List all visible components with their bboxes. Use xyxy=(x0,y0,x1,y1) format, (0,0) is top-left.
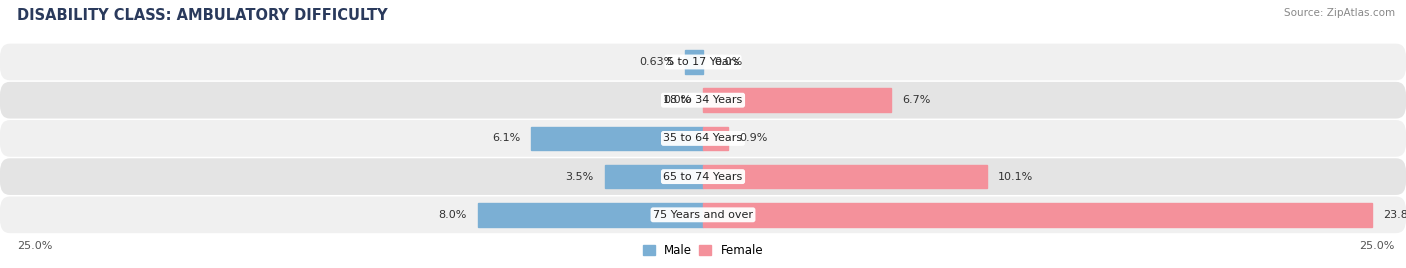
Text: 0.0%: 0.0% xyxy=(664,95,692,105)
Text: 75 Years and over: 75 Years and over xyxy=(652,210,754,220)
FancyBboxPatch shape xyxy=(0,120,1406,157)
Text: 6.7%: 6.7% xyxy=(903,95,931,105)
Text: 5 to 17 Years: 5 to 17 Years xyxy=(666,57,740,67)
Bar xyxy=(685,50,703,74)
Bar xyxy=(703,126,728,150)
Text: 8.0%: 8.0% xyxy=(439,210,467,220)
FancyBboxPatch shape xyxy=(0,82,1406,118)
Text: Source: ZipAtlas.com: Source: ZipAtlas.com xyxy=(1284,8,1395,18)
FancyBboxPatch shape xyxy=(0,196,1406,233)
Legend: Male, Female: Male, Female xyxy=(638,240,768,262)
Text: 3.5%: 3.5% xyxy=(565,172,593,182)
Text: 25.0%: 25.0% xyxy=(1360,241,1395,251)
Text: 25.0%: 25.0% xyxy=(17,241,52,251)
Bar xyxy=(703,88,891,112)
Text: 0.0%: 0.0% xyxy=(714,57,742,67)
Bar xyxy=(531,126,703,150)
Bar xyxy=(703,203,1372,227)
Text: 0.63%: 0.63% xyxy=(638,57,673,67)
Text: 65 to 74 Years: 65 to 74 Years xyxy=(664,172,742,182)
Text: 23.8%: 23.8% xyxy=(1384,210,1406,220)
Text: 6.1%: 6.1% xyxy=(492,133,520,143)
Text: 10.1%: 10.1% xyxy=(998,172,1033,182)
Bar xyxy=(605,165,703,188)
Text: 18 to 34 Years: 18 to 34 Years xyxy=(664,95,742,105)
Text: 35 to 64 Years: 35 to 64 Years xyxy=(664,133,742,143)
FancyBboxPatch shape xyxy=(0,158,1406,195)
Bar xyxy=(478,203,703,227)
Text: DISABILITY CLASS: AMBULATORY DIFFICULTY: DISABILITY CLASS: AMBULATORY DIFFICULTY xyxy=(17,8,388,23)
Bar xyxy=(703,165,987,188)
Text: 0.9%: 0.9% xyxy=(740,133,768,143)
FancyBboxPatch shape xyxy=(0,44,1406,80)
